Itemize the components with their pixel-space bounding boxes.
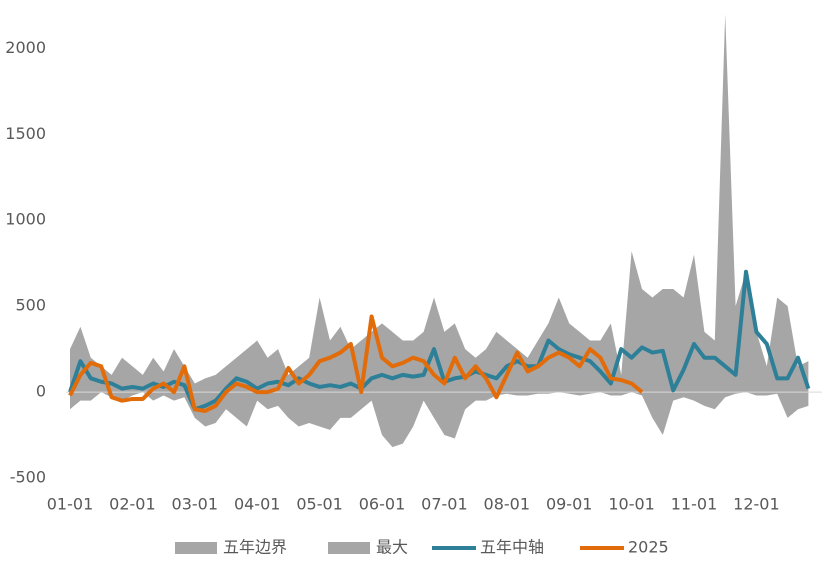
y-tick-label: 500 — [15, 296, 46, 315]
x-tick-label: 03-01 — [172, 495, 219, 514]
legend-label: 五年中轴 — [480, 538, 544, 557]
y-tick-label: -500 — [10, 468, 46, 487]
y-tick-label: 1000 — [5, 210, 46, 229]
x-tick-label: 02-01 — [109, 495, 156, 514]
legend-label: 2025 — [628, 538, 669, 557]
x-tick-label: 04-01 — [234, 495, 281, 514]
y-tick-label: 0 — [36, 382, 46, 401]
y-tick-label: 2000 — [5, 38, 46, 57]
x-tick-label: 08-01 — [484, 495, 531, 514]
x-tick-label: 06-01 — [359, 495, 406, 514]
legend-swatch — [175, 542, 217, 554]
area — [70, 14, 809, 393]
line — [68, 314, 644, 413]
x-tick-label: 10-01 — [608, 495, 655, 514]
x-tick-label: 12-01 — [733, 495, 780, 514]
area — [70, 392, 809, 448]
x-tick-label: 05-01 — [296, 495, 343, 514]
x-tick-label: 09-01 — [546, 495, 593, 514]
legend-label: 五年边界 — [223, 538, 287, 557]
legend-swatch — [328, 542, 370, 554]
legend-label: 最大 — [376, 538, 408, 557]
x-tick-label: 07-01 — [421, 495, 468, 514]
y-tick-label: 1500 — [5, 124, 46, 143]
x-tick-label: 01-01 — [47, 495, 94, 514]
x-tick-label: 11-01 — [671, 495, 718, 514]
